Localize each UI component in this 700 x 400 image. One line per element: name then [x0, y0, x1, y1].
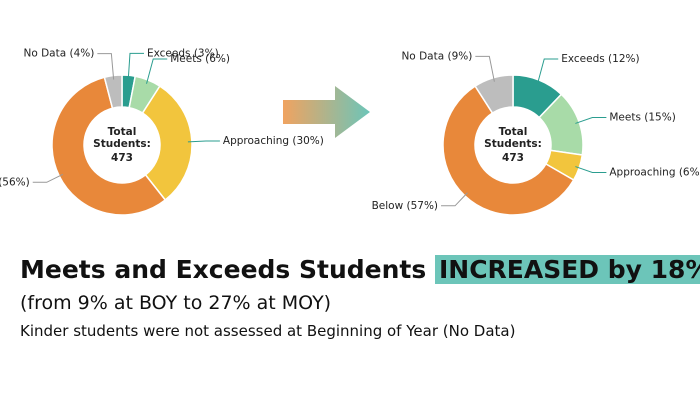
slice-label: Approaching (6%) — [609, 166, 700, 178]
arrow — [283, 86, 370, 138]
leader-line — [146, 58, 168, 84]
slice-label: Below (57%) — [372, 200, 438, 212]
leader-line — [441, 192, 468, 207]
note: Kinder students were not assessed at Beg… — [20, 322, 516, 340]
charts: Exceeds (3%)Meets (6%) Approaching (30%) B… — [0, 47, 700, 216]
slice-label: Exceeds (12%) — [561, 53, 639, 65]
center-label: Total — [499, 126, 528, 138]
center-total: 473 — [111, 152, 133, 164]
donut-slice — [103, 74, 123, 110]
leader-line — [127, 52, 144, 80]
slice-label: Meets (15%) — [609, 112, 675, 124]
donut-slice — [141, 85, 193, 202]
subline: (from 9% at BOY to 27% at MOY) — [20, 292, 332, 314]
leader-line — [187, 140, 220, 143]
headline-highlight: INCREASED by 18% — [434, 255, 700, 284]
center-label: Students: — [93, 138, 151, 150]
slice-label: Approaching (30%) — [223, 135, 324, 147]
donut-slice — [442, 85, 575, 216]
leader-line — [475, 55, 495, 82]
center-total: 473 — [502, 152, 524, 164]
leader-line — [32, 173, 64, 183]
slice-label: No Data (4%) — [23, 48, 94, 60]
leader-line — [575, 166, 607, 173]
slice-label: No Data (9%) — [401, 50, 472, 62]
leader-line — [537, 58, 559, 84]
headline-lead: Meets and Exceeds Students — [20, 255, 427, 284]
center-label: Total — [108, 126, 137, 138]
donut-slice — [51, 76, 167, 216]
leader-line — [575, 117, 607, 124]
leader-line — [97, 53, 115, 80]
slice-label: Below (56%) — [0, 176, 30, 188]
slice-label: Meets (6%) — [170, 53, 230, 65]
center-label: Students: — [484, 138, 542, 150]
headline: Meets and Exceeds Students INCREASED by … — [20, 255, 700, 284]
donut-slice — [474, 74, 514, 115]
slice-label: Exceeds (3%) — [147, 47, 219, 59]
